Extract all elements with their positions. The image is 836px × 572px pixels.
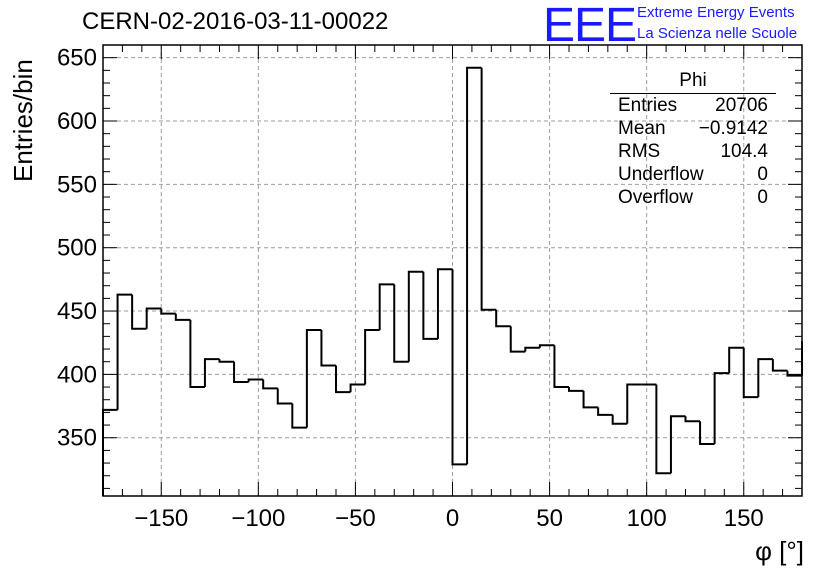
y-tick-label: 500 bbox=[57, 235, 97, 262]
stats-label: Mean bbox=[618, 118, 666, 139]
histogram-bin bbox=[364, 329, 380, 385]
eee-logo: EEE bbox=[543, 0, 637, 52]
histogram-bin bbox=[145, 307, 162, 329]
y-axis-label: Entries/bin bbox=[8, 59, 38, 182]
x-tick-label: −150 bbox=[134, 505, 188, 532]
histogram-bin bbox=[233, 361, 249, 383]
stats-row-rms: RMS 104.4 bbox=[610, 140, 776, 163]
histogram-bin bbox=[451, 269, 468, 466]
histogram-bin bbox=[713, 372, 730, 445]
histogram-bin bbox=[480, 67, 497, 311]
histogram-bin bbox=[597, 407, 613, 416]
histogram-bin bbox=[349, 383, 366, 393]
histogram-bin bbox=[684, 416, 701, 423]
histogram-bin bbox=[218, 359, 235, 363]
histogram-bin bbox=[116, 293, 133, 410]
stats-row-overflow: Overflow 0 bbox=[610, 186, 776, 209]
stats-value: 20706 bbox=[715, 95, 768, 116]
stats-row-underflow: Underflow 0 bbox=[610, 163, 776, 186]
histogram-bin bbox=[203, 358, 220, 388]
stats-title: Phi bbox=[610, 70, 776, 94]
x-tick-label: 50 bbox=[536, 505, 563, 532]
histogram-bin bbox=[495, 309, 511, 328]
stats-box: Phi Entries 20706 Mean −0.9142 RMS 104.4… bbox=[610, 70, 776, 209]
histogram-bin bbox=[742, 347, 759, 399]
y-tick-label: 350 bbox=[57, 425, 97, 452]
histogram-bin bbox=[131, 294, 147, 330]
histogram-bin bbox=[436, 268, 453, 339]
histogram-bin bbox=[757, 358, 773, 398]
axis-ticks bbox=[102, 44, 803, 496]
x-tick-label: 100 bbox=[627, 505, 667, 532]
histogram-bin bbox=[247, 378, 264, 382]
histogram-bin bbox=[524, 346, 540, 352]
tick-labels: −150 −100 −50 0 50 100 150 350 400 450 500 550 600 65… bbox=[57, 45, 764, 532]
histogram-bin bbox=[407, 270, 424, 362]
y-tick-label: 550 bbox=[57, 171, 97, 198]
histogram-bin bbox=[626, 383, 642, 424]
histogram-bin bbox=[655, 384, 671, 475]
histogram-bin bbox=[771, 359, 788, 372]
histogram-bin bbox=[189, 319, 205, 389]
stats-value: 0 bbox=[757, 164, 768, 185]
x-tick-label: 0 bbox=[446, 505, 459, 532]
stats-value: −0.9142 bbox=[698, 118, 768, 139]
chart-title: CERN-02-2016-03-11-00022 bbox=[82, 8, 389, 35]
stats-label: Overflow bbox=[618, 187, 693, 208]
logo-caption-line2: La Scienza nelle Scuole bbox=[637, 25, 798, 42]
y-tick-label: 450 bbox=[57, 298, 97, 325]
stats-label: RMS bbox=[618, 141, 661, 162]
x-tick-label: −100 bbox=[231, 505, 285, 532]
y-tick-label: 600 bbox=[57, 108, 97, 135]
histogram-bin bbox=[669, 415, 686, 474]
histogram-bin bbox=[320, 330, 336, 367]
histogram-bin bbox=[538, 344, 555, 348]
x-axis-label: φ [°] bbox=[755, 536, 804, 566]
histogram-bin bbox=[393, 284, 409, 363]
histogram-bin bbox=[102, 408, 118, 496]
x-tick-label: −50 bbox=[335, 505, 376, 532]
histogram-bin bbox=[378, 283, 395, 331]
histogram-bin bbox=[262, 379, 278, 390]
x-tick-label: 150 bbox=[724, 505, 764, 532]
stats-row-entries: Entries 20706 bbox=[610, 94, 776, 117]
histogram-bin bbox=[466, 66, 482, 465]
logo-caption-line1: Extreme Energy Events bbox=[637, 4, 795, 21]
histogram-bin bbox=[291, 403, 307, 429]
histogram-bin bbox=[786, 370, 802, 377]
histogram-bin bbox=[553, 345, 569, 389]
histogram-bin bbox=[422, 271, 438, 340]
histogram-bin bbox=[160, 308, 176, 315]
y-tick-label: 650 bbox=[57, 45, 97, 72]
histogram-bin bbox=[728, 346, 744, 374]
stats-row-mean: Mean −0.9142 bbox=[610, 117, 776, 140]
histogram-bin bbox=[174, 313, 191, 321]
stats-label: Underflow bbox=[618, 164, 704, 185]
histogram-bin bbox=[611, 414, 628, 425]
y-tick-label: 400 bbox=[57, 361, 97, 388]
histogram-bin bbox=[276, 388, 293, 405]
stats-label: Entries bbox=[618, 95, 678, 116]
histogram-bin bbox=[509, 326, 526, 353]
histogram-bin bbox=[568, 387, 584, 392]
histogram-bin bbox=[335, 365, 351, 394]
histogram-bin bbox=[699, 421, 715, 446]
stats-value: 104.4 bbox=[720, 141, 768, 162]
stats-value: 0 bbox=[757, 187, 768, 208]
histogram-bin bbox=[582, 390, 599, 409]
histogram-bin bbox=[305, 329, 322, 428]
